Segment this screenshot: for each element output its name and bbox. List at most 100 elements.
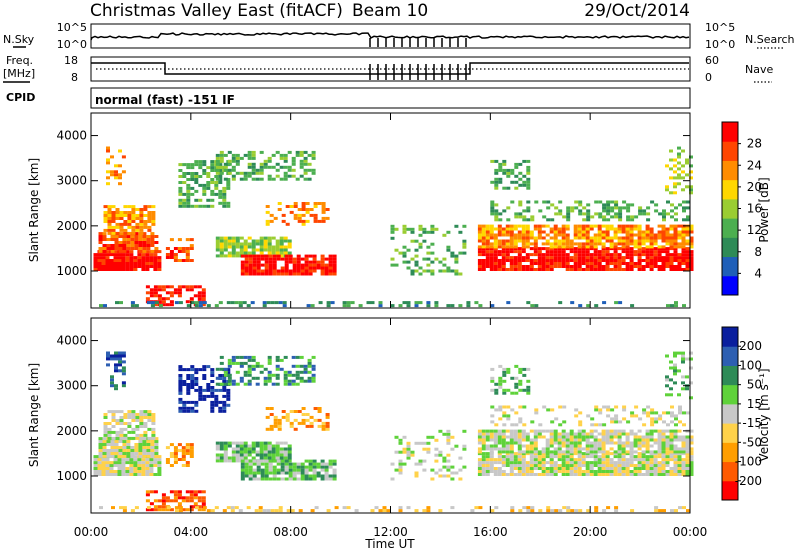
power-cell	[605, 259, 610, 262]
power-cell	[577, 265, 582, 268]
velocity-cell	[529, 461, 534, 465]
power-cell	[578, 212, 583, 216]
velocity-cell	[637, 452, 642, 456]
velocity-cell	[150, 449, 155, 452]
velocity-cell	[161, 505, 166, 509]
power-cell	[288, 254, 293, 258]
power-cell	[625, 262, 630, 265]
power-cell	[561, 227, 566, 231]
velocity-cell	[505, 441, 510, 445]
power-cell	[657, 250, 662, 254]
power-cell	[311, 168, 316, 172]
power-cell	[93, 259, 98, 262]
power-cell	[268, 254, 273, 258]
velocity-cell	[497, 450, 502, 454]
power-cell	[105, 250, 110, 254]
velocity-cell	[135, 413, 140, 416]
power-cell	[103, 220, 108, 223]
power-cell	[458, 272, 463, 276]
velocity-cell	[271, 456, 276, 460]
power-cell	[107, 231, 112, 235]
power-cell	[131, 205, 136, 209]
velocity-cell	[438, 474, 443, 478]
power-cell	[526, 218, 531, 222]
velocity-cell	[121, 384, 126, 388]
velocity-cell	[246, 506, 251, 510]
velocity-cell	[654, 506, 659, 510]
velocity-cell	[442, 474, 447, 478]
velocity-cell	[151, 416, 156, 419]
power-cell	[522, 218, 527, 222]
velocity-cell	[117, 470, 122, 473]
velocity-cell	[157, 505, 162, 509]
velocity-cell	[97, 473, 102, 476]
velocity-cell	[677, 447, 682, 451]
power-cell	[267, 245, 272, 249]
velocity-cell	[305, 424, 310, 428]
power-cell	[605, 247, 610, 251]
velocity-cell	[450, 506, 455, 510]
power-cell	[157, 250, 162, 254]
velocity-cell	[662, 509, 666, 513]
power-cell	[462, 251, 467, 255]
power-cell	[231, 165, 236, 169]
power-cell	[613, 233, 618, 237]
power-cell	[601, 259, 606, 262]
velocity-cell	[398, 459, 403, 463]
power-cell	[557, 242, 562, 246]
power-cell	[505, 253, 510, 257]
velocity-cell	[678, 405, 682, 409]
power-cell	[325, 216, 330, 220]
velocity-cell	[303, 379, 308, 383]
velocity-cell	[122, 440, 127, 443]
velocity-cell	[462, 447, 467, 451]
velocity-cell	[569, 429, 574, 433]
power-cell	[682, 209, 686, 213]
power-cell	[673, 224, 678, 228]
power-cell	[669, 268, 674, 271]
velocity-cell	[501, 464, 506, 467]
velocity-cell	[173, 461, 178, 464]
velocity-cell	[689, 464, 694, 467]
power-cell	[182, 201, 187, 205]
power-cell	[119, 214, 124, 217]
velocity-cell	[637, 470, 642, 473]
velocity-cell	[498, 405, 503, 409]
velocity-cell	[410, 450, 415, 454]
power-cell	[673, 265, 678, 268]
velocity-cell	[103, 416, 108, 419]
velocity-cell	[265, 427, 270, 431]
power-cell	[641, 268, 646, 271]
velocity-cell	[502, 391, 507, 395]
velocity-cell	[177, 449, 182, 453]
power-cell	[686, 200, 690, 204]
power-cell	[98, 247, 103, 250]
velocity-cell	[173, 496, 178, 500]
power-cell	[477, 227, 482, 231]
power-cell	[139, 217, 144, 220]
power-cell	[610, 200, 615, 204]
power-cell	[689, 227, 694, 231]
power-cell	[494, 203, 499, 207]
velocity-cell	[533, 429, 538, 433]
power-cell	[549, 250, 554, 254]
power-cell	[97, 256, 102, 260]
power-cell	[312, 254, 317, 258]
power-cell	[146, 301, 151, 305]
power-cell	[510, 180, 515, 184]
power-cell	[430, 224, 435, 228]
power-cell	[525, 259, 530, 262]
velocity-cell	[657, 438, 662, 442]
velocity-cell	[593, 455, 598, 459]
power-cell	[553, 233, 558, 237]
power-cell	[210, 204, 215, 208]
velocity-cell	[227, 358, 232, 362]
velocity-cell	[288, 471, 293, 475]
velocity-cell	[657, 473, 662, 476]
power-cell	[665, 227, 670, 231]
power-cell	[489, 265, 494, 268]
power-cell	[525, 245, 530, 249]
power-cell	[502, 159, 507, 163]
velocity-cell	[537, 461, 542, 465]
velocity-cell	[585, 441, 590, 445]
